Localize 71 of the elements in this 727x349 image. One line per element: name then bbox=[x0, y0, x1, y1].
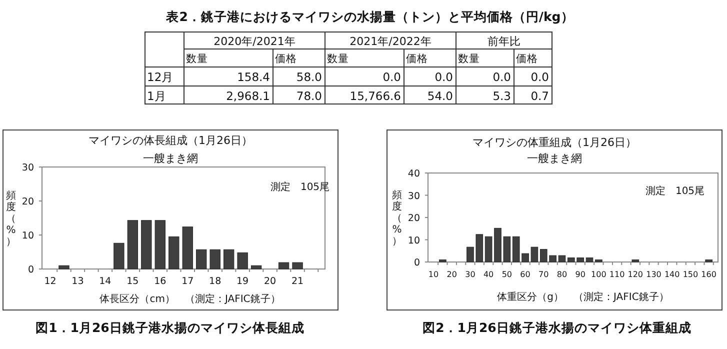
text: 0.0 bbox=[530, 70, 549, 84]
chart-title: マイワシの体重組成（1月26日） bbox=[472, 136, 636, 149]
x-tick-label: 40 bbox=[483, 270, 494, 279]
x-tick-label: 14 bbox=[99, 276, 112, 287]
text: 0.0 bbox=[434, 70, 453, 84]
category-label: 12月 bbox=[147, 70, 174, 84]
y-tick-label: 30 bbox=[22, 162, 34, 174]
x-tick-label: 90 bbox=[575, 270, 586, 279]
x-tick-label: 13 bbox=[72, 276, 84, 287]
y-tick-label: 20 bbox=[408, 213, 420, 224]
chart-subtitle: 一艘まき網 bbox=[143, 152, 198, 165]
x-tick-label: 30 bbox=[465, 270, 476, 279]
x-tick-label: 110 bbox=[609, 270, 625, 279]
text: 2020年/2021年 bbox=[214, 35, 296, 48]
x-tick-label: 160 bbox=[701, 270, 716, 279]
text: 表2．銚子港におけるマイワシの水揚量（トン）と平均価格（円/kg） bbox=[165, 9, 574, 24]
x-tick-label: 130 bbox=[646, 270, 662, 279]
category-label: 1月 bbox=[147, 89, 166, 103]
x-tick-label: 140 bbox=[664, 270, 680, 279]
x-tick-label: 10 bbox=[428, 270, 439, 279]
x-tick-label: 120 bbox=[628, 270, 644, 279]
x-axis-title: 体長区分（cm） （測定：JAFIC銚子） bbox=[100, 293, 280, 305]
category-label: 価格 bbox=[516, 53, 538, 65]
x-tick-label: 20 bbox=[264, 276, 276, 287]
caption: 図2．1月26日銚子港水揚のマイワシ体重組成 bbox=[422, 320, 692, 335]
x-tick-label: 60 bbox=[520, 270, 530, 279]
y-tick-label: 0 bbox=[28, 264, 34, 276]
x-tick-label: 100 bbox=[591, 270, 606, 279]
text: 58.0 bbox=[296, 70, 322, 84]
y-tick-label: 30 bbox=[408, 190, 420, 202]
x-axis-title: 体重区分（g） （測定：JAFIC銚子） bbox=[497, 291, 669, 303]
text: 0.7 bbox=[530, 89, 549, 103]
text: 0.0 bbox=[492, 70, 511, 84]
y-tick-label: 40 bbox=[408, 168, 420, 180]
y-tick-label: 10 bbox=[408, 235, 420, 246]
category-label: 数量 bbox=[458, 53, 480, 65]
category-label: 数量 bbox=[327, 53, 349, 65]
x-tick-label: 70 bbox=[538, 270, 549, 279]
text: 15,766.6 bbox=[350, 89, 401, 103]
text: 5.3 bbox=[492, 89, 511, 103]
text: 78.0 bbox=[296, 89, 322, 103]
annotation: 測定 105尾 bbox=[645, 185, 705, 197]
y-tick-label: 20 bbox=[22, 196, 34, 208]
y-axis-title: 頻度（%） bbox=[392, 188, 402, 247]
caption: 図1．1月26日銚子港水揚のマイワシ体長組成 bbox=[36, 320, 304, 335]
x-tick-label: 19 bbox=[236, 276, 249, 287]
x-tick-label: 20 bbox=[446, 270, 457, 279]
x-tick-label: 15 bbox=[126, 276, 139, 287]
text: 0.0 bbox=[382, 70, 401, 84]
category-label: 数量 bbox=[186, 53, 208, 65]
annotation: 測定 105尾 bbox=[270, 181, 330, 193]
x-tick-label: 16 bbox=[154, 276, 166, 287]
text: 前年比 bbox=[488, 35, 520, 48]
text: 2,968.1 bbox=[226, 89, 270, 103]
x-tick-label: 150 bbox=[682, 270, 698, 279]
text: 54.0 bbox=[427, 89, 453, 103]
x-tick-label: 50 bbox=[502, 270, 512, 279]
text: 2021年/2022年 bbox=[350, 35, 432, 48]
x-tick-label: 17 bbox=[182, 276, 194, 287]
text: 158.4 bbox=[237, 70, 270, 84]
y-tick-label: 10 bbox=[22, 230, 34, 242]
x-tick-label: 80 bbox=[556, 270, 568, 279]
x-tick-label: 12 bbox=[44, 276, 56, 287]
x-tick-label: 18 bbox=[209, 276, 222, 287]
chart-title: マイワシの体長組成（1月26日） bbox=[88, 134, 252, 147]
y-axis-title: 頻度（%） bbox=[6, 189, 16, 248]
chart-subtitle: 一艘まき網 bbox=[527, 152, 582, 165]
x-tick-label: 21 bbox=[291, 276, 304, 287]
category-label: 価格 bbox=[406, 53, 428, 65]
category-label: 価格 bbox=[275, 53, 297, 65]
y-tick-label: 0 bbox=[414, 258, 420, 268]
